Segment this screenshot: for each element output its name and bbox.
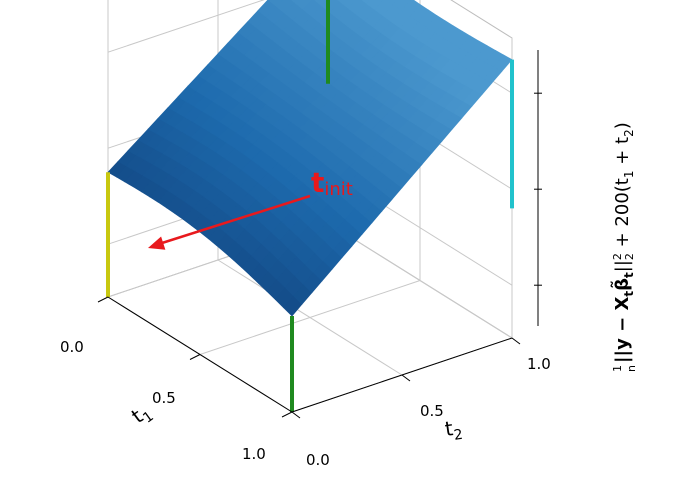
t1-tick-label: 0.0 [60, 338, 84, 356]
t2-tick [401, 374, 411, 382]
surface-facet [294, 0, 313, 10]
surface-facet [386, 0, 398, 5]
t2-tick [291, 411, 301, 419]
t2-tick-label: 0.0 [306, 451, 330, 469]
svg-text:1n||y − Xtβ̃t||22 + 200(t1 + t: 1n||y − Xtβ̃t||22 + 200(t1 + t2) [610, 122, 638, 372]
surface-facet [392, 0, 411, 11]
t1-tick-label: 0.5 [152, 389, 176, 407]
t1-axis-line [107, 296, 293, 413]
surface-facet [290, 0, 298, 4]
t1-tick [97, 296, 109, 303]
t1-tick-label: 1.0 [242, 445, 266, 463]
t2-tick-label: 1.0 [527, 355, 551, 373]
surface-mesh [107, 0, 513, 317]
t-init-arrow-shaft [161, 194, 311, 245]
surface-facet [313, 0, 328, 7]
z-axis-label: 1n||y − Xtβ̃t||22 + 200(t1 + t2) [610, 122, 638, 372]
floor-grid-line [217, 259, 403, 376]
surface-facet [339, 0, 356, 9]
floor-grid-line [327, 222, 513, 339]
axes [97, 50, 542, 419]
t1-tick [281, 411, 293, 418]
t-init-annotation [148, 194, 311, 250]
surface-facet [361, 0, 371, 5]
t-init-label: tinit [311, 166, 353, 200]
surface-facet [267, 0, 283, 7]
corner-markers [106, 0, 514, 412]
left-grid-line [107, 0, 265, 53]
t2-tick [511, 337, 521, 345]
t-init-arrow-head [148, 236, 166, 250]
t2-tick-label: 0.5 [420, 402, 444, 420]
t1-tick [189, 354, 201, 360]
surface-facet [337, 0, 342, 3]
t2-axis-line [291, 337, 513, 413]
surface-facet [366, 0, 384, 11]
t2-axis-label: t2 [443, 415, 463, 445]
